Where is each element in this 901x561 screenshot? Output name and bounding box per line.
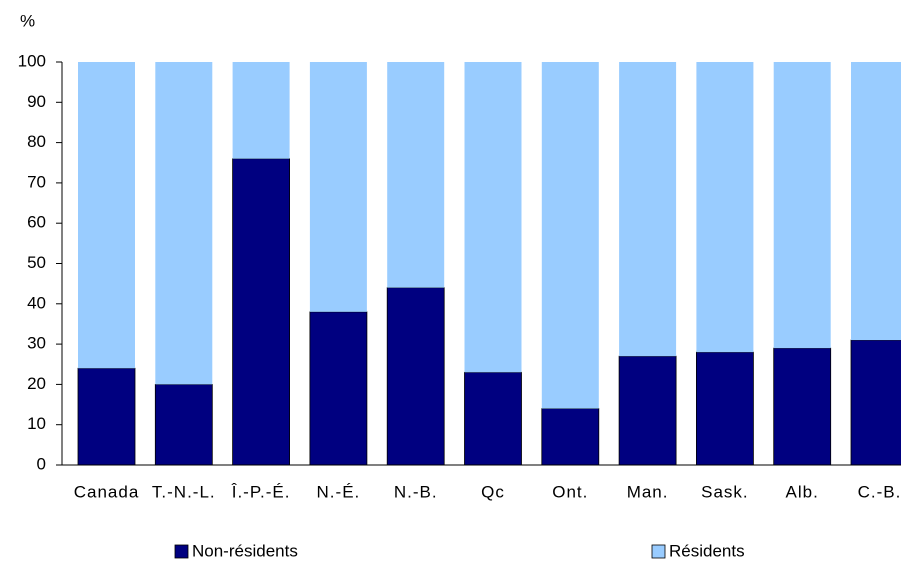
x-tick-label: Man. xyxy=(627,482,669,501)
x-tick-label: Ont. xyxy=(552,482,588,501)
x-tick-label: Î.-P.-É. xyxy=(231,482,291,501)
x-tick-label: C.-B. xyxy=(858,482,901,501)
y-axis-label: % xyxy=(20,11,35,30)
y-tick-label: 60 xyxy=(27,213,46,232)
bar-segment xyxy=(851,62,901,341)
y-tick-label: 40 xyxy=(27,293,46,312)
x-tick-label: N.-É. xyxy=(317,482,361,501)
bar-segment xyxy=(309,311,368,466)
bar-segment xyxy=(850,339,901,466)
bar-segment xyxy=(464,371,522,466)
y-tick-label: 0 xyxy=(37,454,46,473)
bar-segment xyxy=(387,62,445,288)
bar-segment xyxy=(77,367,136,466)
y-tick-label: 90 xyxy=(27,92,46,111)
x-tick-label: T.-N.-L. xyxy=(152,482,216,501)
bar-segment xyxy=(154,383,213,466)
x-tick-label: Sask. xyxy=(701,482,749,501)
bar-segment xyxy=(541,62,599,409)
bar-segment xyxy=(541,408,600,466)
bar-segment xyxy=(232,62,290,159)
bar-segment xyxy=(78,62,135,369)
legend-swatch xyxy=(174,544,189,559)
bar-segment xyxy=(773,347,832,466)
bar-segment xyxy=(386,287,445,466)
bar-segment xyxy=(618,355,677,466)
y-tick-label: 30 xyxy=(27,334,46,353)
y-tick-label: 50 xyxy=(27,253,46,272)
y-tick-label: 20 xyxy=(27,374,46,393)
y-tick-label: 70 xyxy=(27,172,46,191)
bar-segment xyxy=(464,62,522,373)
y-tick-label: 100 xyxy=(18,51,46,70)
bar-segment xyxy=(309,62,367,312)
x-tick-label: N.-B. xyxy=(394,482,438,501)
bar-segment xyxy=(696,62,754,353)
bar-segment xyxy=(619,62,677,357)
y-tick-label: 10 xyxy=(27,414,46,433)
x-tick-label: Alb. xyxy=(786,482,819,501)
legend-label: Résidents xyxy=(669,541,745,560)
legend-label: Non-résidents xyxy=(192,541,298,560)
bar-segment xyxy=(155,62,213,385)
x-tick-label: Canada xyxy=(74,482,140,501)
bar-segment xyxy=(696,351,754,466)
bar-segment xyxy=(232,158,291,466)
x-tick-label: Qc xyxy=(481,482,505,501)
bar-segment xyxy=(773,62,831,349)
y-tick-label: 80 xyxy=(27,132,46,151)
legend-swatch xyxy=(651,544,666,559)
